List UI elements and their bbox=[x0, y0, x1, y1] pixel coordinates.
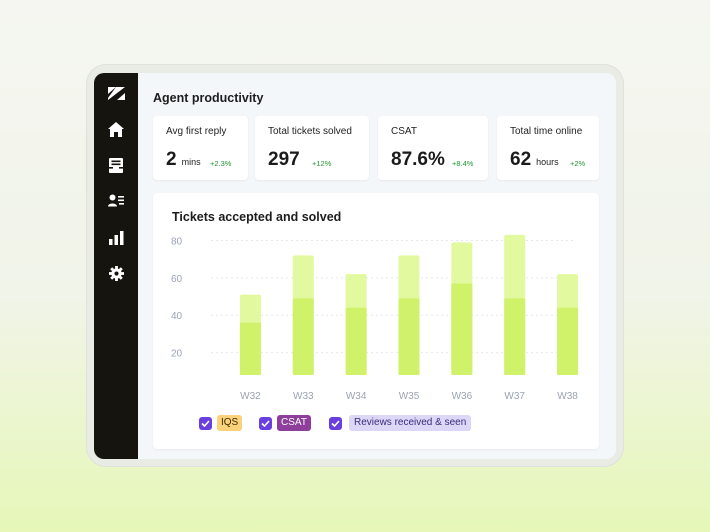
x-tick-label: W33 bbox=[293, 391, 314, 402]
x-tick-label: W38 bbox=[557, 391, 578, 402]
app-screen: Agent productivity Avg first reply 2 mins… bbox=[94, 73, 616, 459]
check-icon bbox=[331, 419, 340, 427]
x-tick-label: W32 bbox=[240, 391, 261, 402]
metric-value: 62 hours bbox=[510, 149, 559, 170]
x-tick-label: W35 bbox=[399, 391, 420, 402]
tablet-frame: Agent productivity Avg first reply 2 mins… bbox=[86, 64, 624, 467]
gear-icon[interactable] bbox=[106, 263, 126, 283]
checkbox-iqs[interactable] bbox=[199, 416, 212, 430]
inbox-icon[interactable] bbox=[106, 155, 126, 175]
bar-solved bbox=[239, 322, 261, 375]
bar-chart-icon[interactable] bbox=[106, 228, 126, 248]
page-title: Agent productivity bbox=[153, 91, 264, 105]
contacts-icon[interactable] bbox=[106, 190, 126, 210]
metric-delta: +2% bbox=[570, 159, 586, 168]
chip-iqs: IQS bbox=[217, 415, 243, 431]
bar-solved bbox=[557, 307, 579, 375]
legend-item-reviews[interactable]: Reviews received & seen bbox=[329, 415, 472, 431]
main-content: Agent productivity Avg first reply 2 mins… bbox=[138, 73, 616, 459]
bar-solved bbox=[504, 298, 526, 375]
checkbox-reviews[interactable] bbox=[329, 416, 342, 430]
y-tick-label: 80 bbox=[171, 236, 183, 247]
metric-value: 2 mins bbox=[166, 149, 201, 170]
y-tick-label: 60 bbox=[171, 274, 183, 285]
legend-item-csat[interactable]: CSAT bbox=[259, 415, 311, 431]
bar-solved bbox=[292, 298, 314, 375]
chip-csat: CSAT bbox=[277, 415, 311, 431]
bar-solved bbox=[451, 283, 473, 375]
metric-delta: +8.4% bbox=[452, 159, 474, 168]
zendesk-logo-icon[interactable] bbox=[106, 83, 126, 103]
check-icon bbox=[201, 419, 210, 427]
metric-label: Total tickets solved bbox=[268, 126, 352, 137]
chip-reviews: Reviews received & seen bbox=[349, 415, 472, 431]
y-tick-label: 20 bbox=[171, 349, 183, 360]
metric-delta: +2.3% bbox=[210, 159, 232, 168]
sidebar bbox=[94, 73, 138, 459]
tickets-bar-chart: 20 40 60 80 W32 W33 W34 W35 W36 W37 W38 bbox=[171, 234, 579, 402]
check-icon bbox=[261, 419, 270, 427]
metric-label: Avg first reply bbox=[166, 126, 227, 137]
metric-card-csat[interactable]: CSAT 87.6% +8.4% bbox=[378, 116, 488, 180]
metric-label: Total time online bbox=[510, 126, 583, 137]
metric-card-avg-first-reply[interactable]: Avg first reply 2 mins +2.3% bbox=[153, 116, 248, 180]
x-tick-label: W37 bbox=[504, 391, 525, 402]
legend-item-iqs[interactable]: IQS bbox=[199, 415, 243, 431]
metric-unit: mins bbox=[181, 157, 201, 167]
checkbox-csat[interactable] bbox=[259, 416, 272, 430]
metric-label: CSAT bbox=[391, 126, 417, 137]
bar-solved bbox=[398, 298, 420, 375]
x-tick-label: W34 bbox=[346, 391, 367, 402]
y-tick-label: 40 bbox=[171, 311, 183, 322]
tickets-chart-card: Tickets accepted and solved 20 40 60 80 W32 W… bbox=[153, 193, 599, 449]
x-tick-label: W36 bbox=[452, 391, 473, 402]
metric-unit: hours bbox=[536, 157, 559, 167]
bar-solved bbox=[345, 307, 367, 375]
metric-value: 297 bbox=[268, 149, 300, 170]
metric-card-total-time-online[interactable]: Total time online 62 hours +2% bbox=[497, 116, 599, 180]
metric-value: 87.6% bbox=[391, 149, 445, 170]
metric-card-total-tickets-solved[interactable]: Total tickets solved 297 +12% bbox=[255, 116, 369, 180]
chart-title: Tickets accepted and solved bbox=[172, 210, 342, 224]
home-icon[interactable] bbox=[106, 119, 126, 139]
metric-delta: +12% bbox=[312, 159, 332, 168]
